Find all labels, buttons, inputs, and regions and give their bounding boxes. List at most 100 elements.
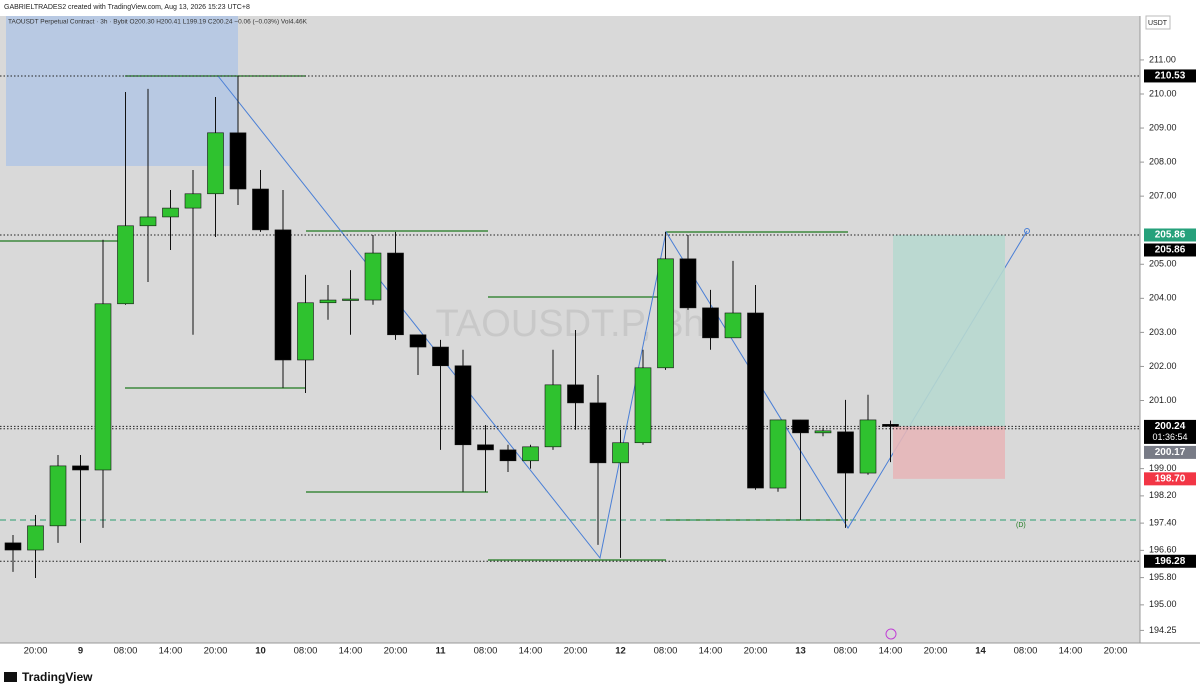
candle-body (49, 465, 67, 527)
x-tick-label: 14 (975, 646, 986, 657)
currency: USDT (1148, 20, 1168, 27)
candle-body (432, 346, 449, 367)
price-label: 200.17 (1155, 447, 1186, 458)
y-tick-label: 211.00 (1149, 54, 1176, 64)
price-label: 205.86 (1155, 245, 1186, 256)
candle-body (837, 431, 854, 474)
x-tick-label: 14:00 (159, 646, 183, 657)
x-tick-label: 08:00 (1014, 646, 1038, 657)
candle-body (769, 419, 787, 489)
candle-body (229, 132, 247, 190)
y-tick-label: 201.00 (1149, 395, 1177, 405)
x-tick-label: 11 (435, 646, 446, 657)
y-tick-label: 197.40 (1149, 517, 1177, 527)
currency-box (1145, 15, 1171, 30)
y-tick-label: 194.25 (1149, 625, 1177, 635)
candle-body (454, 365, 472, 446)
stop-zone (893, 426, 1005, 479)
candle-body (724, 312, 742, 339)
y-tick-label: 205.00 (1149, 259, 1177, 269)
candle-body (319, 299, 337, 304)
price-axis (1140, 16, 1200, 643)
candle-body (27, 525, 44, 551)
candle-body (207, 132, 224, 195)
header: GABRIELTRADES2 created with TradingView.… (4, 4, 250, 11)
candle-body (657, 258, 674, 369)
x-tick-label: 9 (78, 646, 83, 657)
level-note: (D) (1016, 522, 1026, 529)
candle-body (792, 419, 809, 434)
candle-body (612, 442, 629, 464)
x-tick-label: 20:00 (24, 646, 48, 657)
countdown: 01:36:54 (1152, 432, 1187, 442)
x-tick-label: 13 (795, 646, 806, 657)
symbol-legend: TAOUSDT Perpetual Contract · 3h · Bybit … (8, 19, 308, 26)
y-tick-label: 209.00 (1149, 122, 1177, 132)
candle-body (409, 334, 427, 348)
price-label: 198.70 (1155, 473, 1186, 484)
candle-body (679, 258, 697, 309)
candle-body (162, 207, 179, 218)
y-tick-label: 204.00 (1149, 293, 1177, 303)
candle-body (117, 225, 134, 305)
candle-body (342, 298, 359, 301)
candle-body (94, 303, 112, 471)
candle-body (814, 430, 832, 434)
drawings: (D) (0, 75, 1140, 562)
x-tick-label: 14:00 (879, 646, 903, 657)
x-tick-label: 20:00 (744, 646, 768, 657)
target-zone (893, 234, 1005, 427)
x-tick-label: 08:00 (834, 646, 858, 657)
price-label: 200.24 (1155, 421, 1186, 432)
zone-box (6, 16, 238, 166)
y-tick-label: 195.00 (1149, 599, 1177, 609)
candle-body (252, 188, 269, 231)
x-tick-label: 08:00 (654, 646, 678, 657)
candle-body (634, 367, 652, 444)
brand: TradingView (4, 670, 93, 684)
y-tick-label: 207.00 (1149, 191, 1177, 201)
candle-body (522, 446, 539, 462)
price-label-box (1144, 445, 1196, 459)
candle-body (274, 229, 292, 361)
brand-name: TradingView (22, 670, 93, 684)
x-tick-label: 20:00 (924, 646, 948, 657)
x-tick-label: 20:00 (564, 646, 588, 657)
candle-body (184, 193, 202, 209)
candle-body (882, 424, 899, 427)
candle-body (589, 402, 607, 464)
price-label-box (1144, 69, 1196, 83)
x-tick-label: 14:00 (339, 646, 363, 657)
x-tick-label: 14:00 (699, 646, 723, 657)
candle-body (297, 302, 314, 361)
candle-body (364, 252, 382, 301)
y-tick-label: 202.00 (1149, 361, 1177, 371)
price-label: 196.28 (1155, 556, 1186, 567)
candle-body (72, 465, 89, 471)
y-tick-label: 198.20 (1149, 490, 1177, 500)
x-tick-label: 12 (615, 646, 626, 657)
x-tick-label: 08:00 (474, 646, 498, 657)
candle-body (702, 307, 719, 339)
x-tick-label: 20:00 (204, 646, 228, 657)
brand-logo (4, 672, 17, 682)
price-label-box (1144, 228, 1196, 242)
y-tick-label: 208.00 (1149, 156, 1177, 166)
x-tick-label: 20:00 (384, 646, 408, 657)
x-tick-label: 10 (255, 646, 266, 657)
price-label: 205.86 (1155, 230, 1186, 241)
candle-body (747, 312, 764, 489)
candle-body (139, 216, 157, 227)
x-tick-label: 14:00 (1059, 646, 1083, 657)
candle-body (499, 449, 517, 462)
candle-body (567, 384, 584, 404)
y-tick-label: 210.00 (1149, 88, 1177, 98)
price-label-box (1144, 419, 1196, 444)
candle-body (859, 419, 877, 474)
horizontal-rays (0, 75, 848, 561)
candle-body (387, 252, 404, 336)
price-label-box (1144, 472, 1196, 486)
candle-body (4, 542, 22, 551)
y-tick-label: 196.60 (1149, 545, 1177, 555)
